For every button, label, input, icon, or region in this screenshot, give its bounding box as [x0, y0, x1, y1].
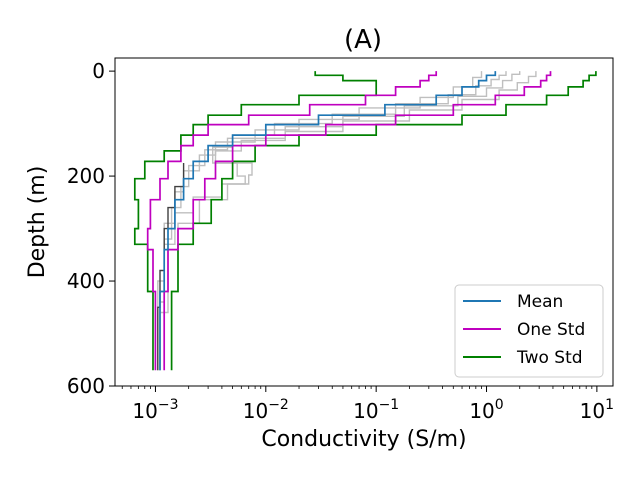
series-line-sample-4: [157, 163, 185, 371]
series-line-sample-3: [159, 71, 521, 371]
chart-title: (A): [344, 25, 382, 55]
x-tick-label: 101: [580, 397, 614, 423]
x-axis: 10−3 10−2 10−1 100 101: [121, 386, 614, 423]
legend-box: [454, 284, 604, 378]
legend-label: One Std: [517, 320, 585, 340]
y-tick-label: 600: [67, 374, 105, 398]
x-axis-label: Conductivity (S/m): [261, 427, 466, 452]
y-tick-label: 400: [67, 269, 105, 293]
series-line-one_std_low-6: [146, 71, 438, 371]
x-tick-label: 100: [469, 397, 503, 423]
legend: Mean One Std Two Std: [454, 284, 604, 378]
series-line-mean-5: [159, 71, 497, 371]
x-tick-label: 10−1: [353, 397, 399, 423]
y-axis-label: Depth (m): [25, 166, 50, 279]
legend-label: Mean: [517, 292, 563, 312]
y-tick-label: 0: [92, 59, 105, 83]
x-tick-label: 10−3: [132, 397, 178, 423]
series-line-two_std_low-8: [133, 71, 378, 371]
y-tick-label: 200: [67, 164, 105, 188]
plot-area: [133, 71, 597, 371]
series-line-two_std_high-9: [170, 71, 597, 371]
series-line-one_std_high-7: [163, 71, 552, 371]
x-tick-label: 10−2: [243, 397, 289, 423]
y-axis: 0 200 400 600: [67, 59, 115, 398]
legend-label: Two Std: [516, 348, 583, 368]
plot-frame: [114, 57, 614, 387]
